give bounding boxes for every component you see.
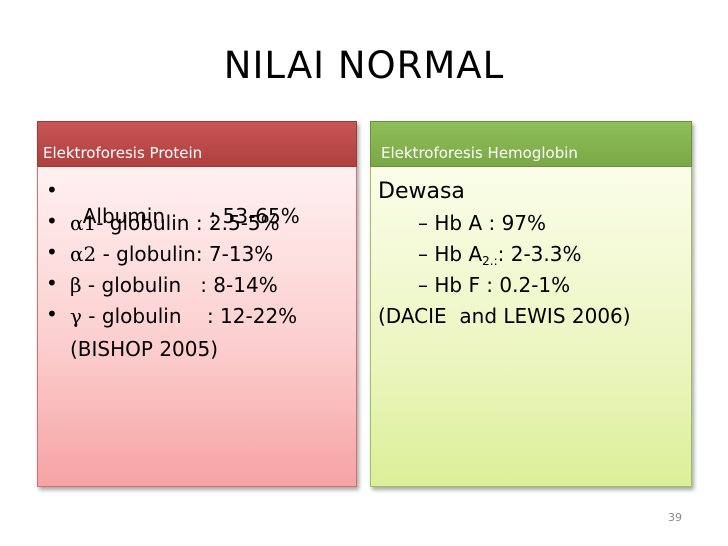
page-number: 39 bbox=[668, 511, 682, 524]
list-item-alpha2-globulin: α2 - globulin: 7-13% bbox=[70, 242, 274, 266]
alpha1-symbol: α1 bbox=[70, 211, 97, 235]
gamma-symbol: γ bbox=[70, 304, 82, 328]
list-item-hba2: – Hb A2.:: 2-3.3% bbox=[418, 242, 582, 268]
list-item-gamma-globulin: γ - globulin : 12-22% bbox=[70, 304, 298, 328]
list-item-hba: – Hb A : 97% bbox=[418, 211, 547, 235]
alpha2-symbol: α2 bbox=[70, 242, 97, 266]
protein-source: (BISHOP 2005) bbox=[70, 337, 219, 361]
bullet-icon: • bbox=[46, 178, 58, 202]
list-item-beta-globulin: β - globulin : 8-14% bbox=[70, 273, 278, 297]
hemoglobin-panel-header: Elektroforesis Hemoglobin bbox=[370, 121, 692, 167]
bullet-icon: • bbox=[46, 209, 58, 233]
beta-symbol: β bbox=[70, 273, 82, 297]
hemoglobin-panel-body bbox=[370, 167, 692, 487]
hemoglobin-panel: Elektroforesis Hemoglobin bbox=[370, 121, 692, 487]
bullet-icon: • bbox=[46, 302, 58, 326]
bullet-icon: • bbox=[46, 271, 58, 295]
protein-panel-body bbox=[37, 167, 357, 487]
list-item-hbf: – Hb F : 0.2-1% bbox=[418, 273, 571, 297]
hemoglobin-source: (DACIE and LEWIS 2006) bbox=[378, 304, 631, 328]
protein-panel-header: Elektroforesis Protein bbox=[37, 121, 357, 167]
slide-title: NILAI NORMAL bbox=[223, 44, 505, 87]
hemoglobin-heading: Dewasa bbox=[378, 179, 465, 204]
protein-panel: Elektroforesis Protein bbox=[37, 121, 357, 487]
list-item-albumin: Albumin : 53-65% bbox=[82, 204, 300, 228]
list-item-alpha1-globulin: α1- globulin : 2.5-5% bbox=[70, 211, 280, 235]
bullet-icon: • bbox=[46, 240, 58, 264]
